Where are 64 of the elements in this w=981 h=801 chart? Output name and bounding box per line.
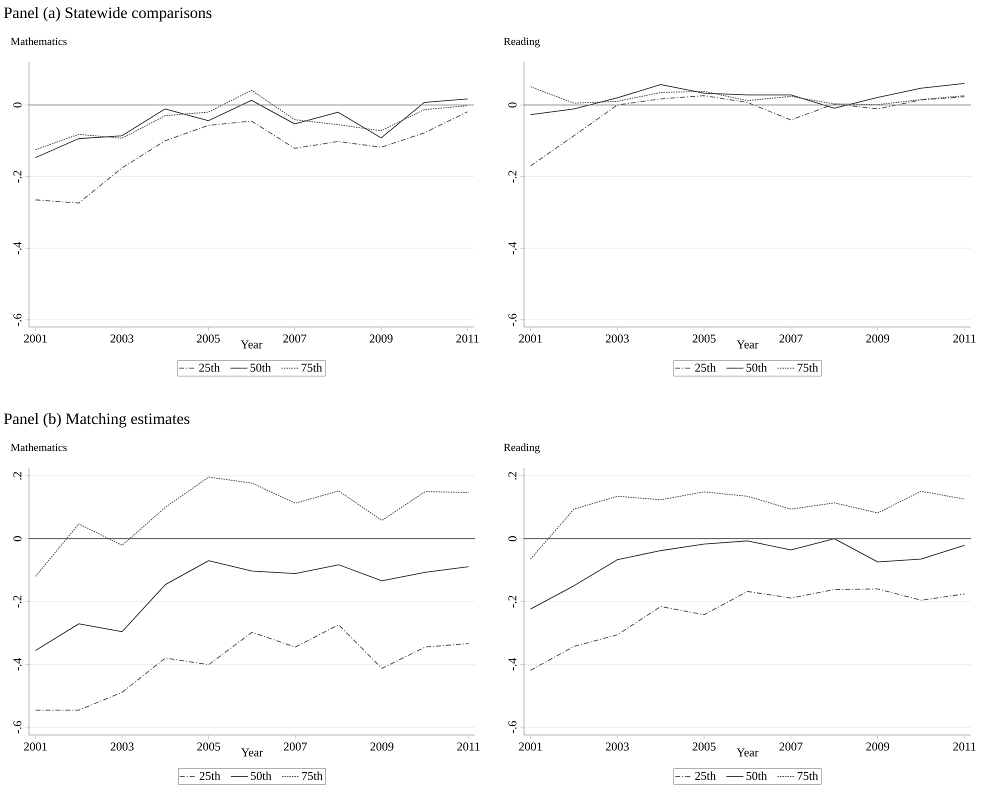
y-tick-label: .2 [508,472,516,480]
legend-label: 25th [199,363,220,372]
x-tick-label: 2007 [283,334,306,343]
legend-label: 50th [251,772,272,780]
y-tick-label: -.4 [508,242,516,254]
legend-label: 75th [798,363,818,372]
y-tick-label: 0 [508,102,516,108]
y-tick-label: -.4 [13,658,22,670]
chart-title: Panel (a) Statewide comparisons [4,6,212,22]
chart-subtitle: Reading [504,37,540,48]
y-tick-label: .2 [13,472,22,480]
x-tick-label: 2011 [953,742,976,751]
x-tick-label: 2005 [196,334,220,343]
y-tick-label: -.4 [508,658,516,670]
x-tick-label: 2001 [519,742,542,751]
x-tick-label: 2003 [110,334,134,343]
x-tick-label: 2007 [779,334,803,343]
y-tick-label: -.2 [13,596,22,608]
y-tick-label: -.6 [508,721,516,734]
y-tick-label: -.2 [508,170,516,183]
y-tick-label: 0 [13,536,22,542]
x-tick-label: 2007 [284,742,307,751]
x-tick-label: 2011 [457,742,480,751]
y-tick-label: 0 [13,102,22,108]
x-tick-label: 2011 [456,334,479,343]
y-tick-label: -.4 [13,242,22,254]
legend-label: 75th [798,772,818,780]
x-tick-label: 2003 [606,334,629,343]
chart-subtitle: Reading [504,443,540,454]
x-axis-title: Year [241,748,263,756]
x-tick-label: 2001 [24,334,47,343]
legend-label: 25th [695,363,716,372]
x-tick-label: 2005 [692,334,716,343]
chart-title: Panel (b) Matching estimates [4,412,190,428]
x-tick-label: 2007 [779,742,803,751]
x-tick-label: 2009 [866,742,890,751]
x-tick-label: 2003 [606,742,629,751]
x-tick-label: 2009 [866,334,890,343]
x-tick-label: 2009 [370,334,393,343]
x-axis-title: Year [240,340,262,348]
x-tick-label: 2009 [370,742,394,751]
x-tick-label: 2001 [519,334,542,343]
x-tick-label: 2011 [953,334,976,343]
legend-label: 50th [746,772,767,780]
x-tick-label: 2005 [197,742,220,751]
x-tick-label: 2005 [692,742,716,751]
x-axis-title: Year [736,748,758,756]
x-tick-label: 2001 [24,742,47,751]
y-tick-label: -.2 [508,596,516,608]
chart-subtitle: Mathematics [10,37,67,46]
x-tick-label: 2003 [110,742,134,751]
legend-label: 25th [695,772,716,780]
y-tick-label: -.2 [13,170,22,183]
y-tick-label: -.6 [13,314,22,326]
legend-label: 50th [746,363,767,372]
y-tick-label: -.6 [508,314,516,326]
y-tick-label: -.6 [13,721,22,734]
y-tick-label: 0 [508,536,516,542]
legend-label: 75th [302,363,322,372]
chart-subtitle: Mathematics [10,443,67,452]
x-axis-title: Year [736,340,758,348]
legend-label: 75th [302,772,323,780]
legend-label: 50th [250,363,271,372]
legend-label: 25th [200,772,220,780]
